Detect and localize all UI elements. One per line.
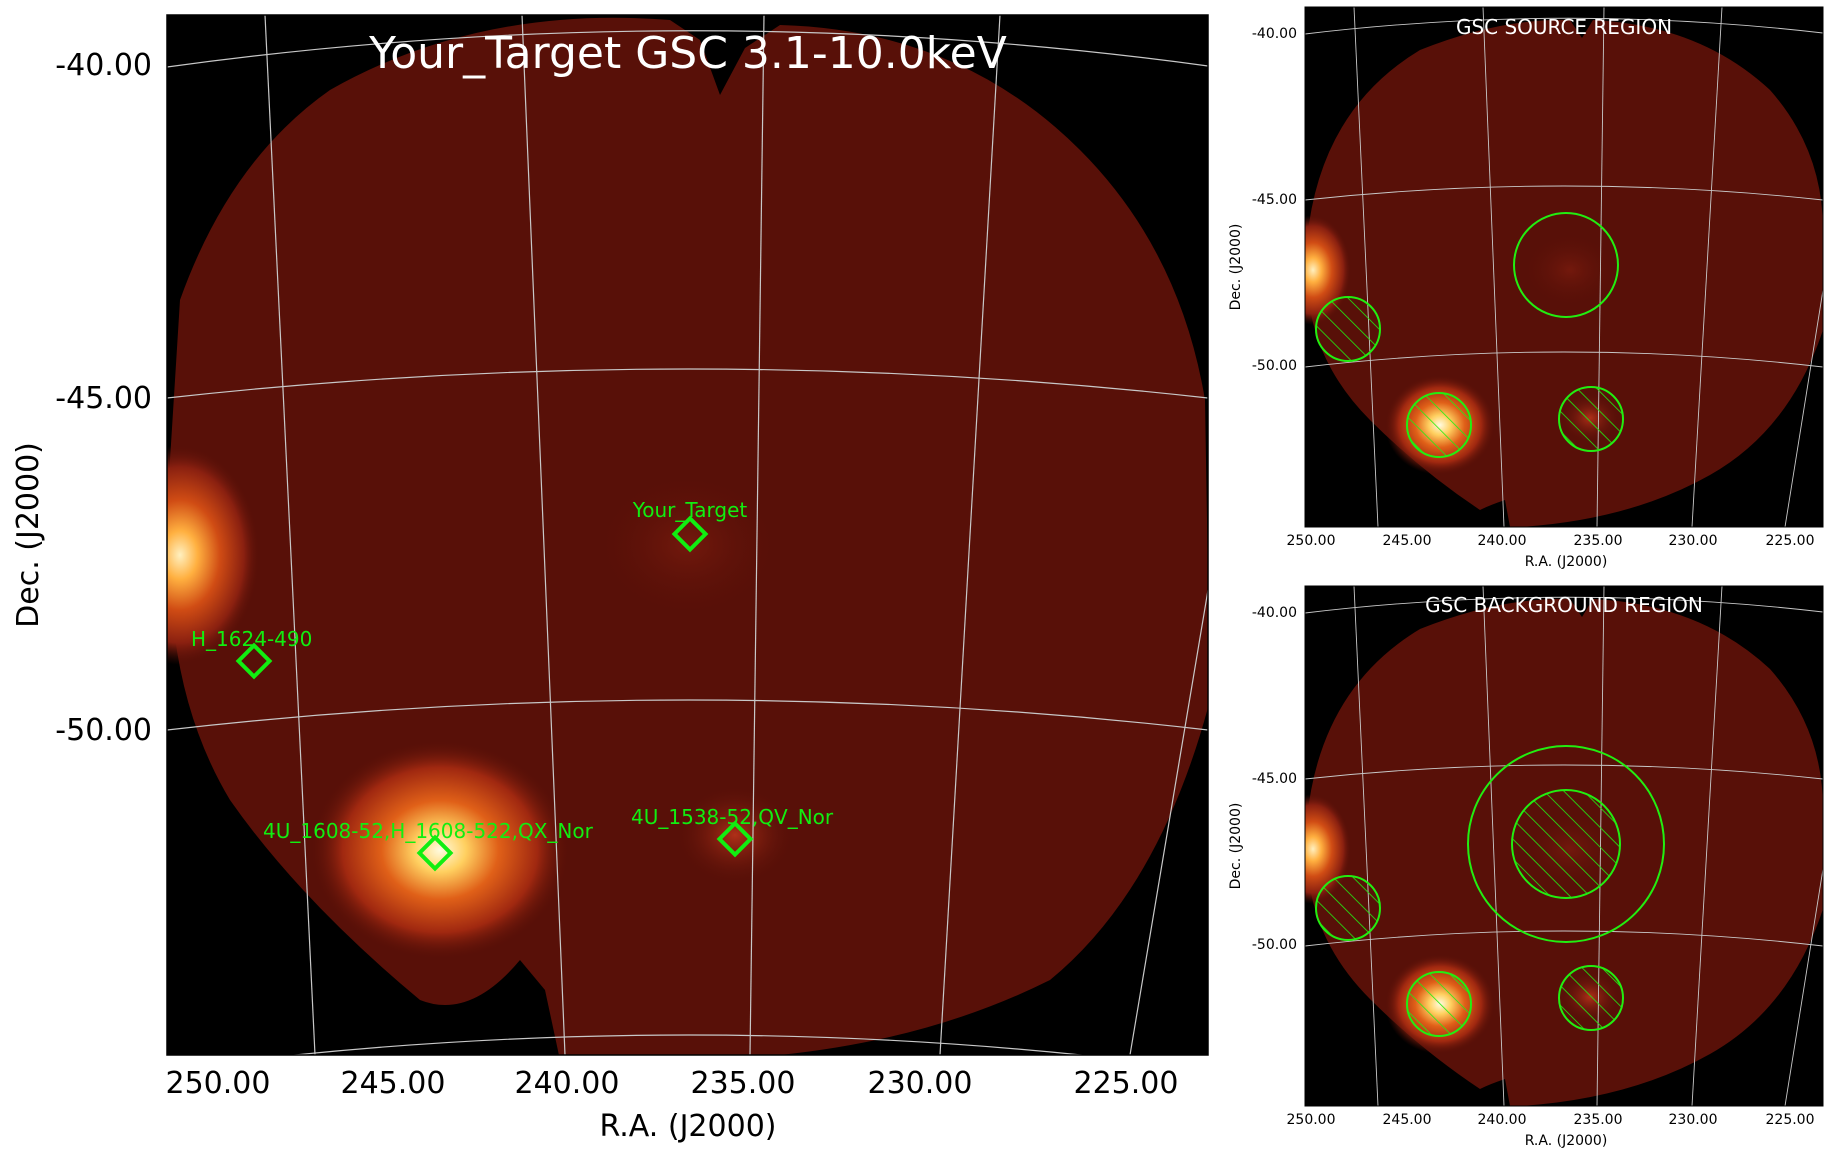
source-y-tick-3: -50.00 [1252,358,1297,374]
background-x-tick-4: 235.00 [1574,1112,1623,1128]
main-x-ticks: 250.00 245.00 240.00 235.00 230.00 225.0… [166,1066,1179,1101]
background-image [1305,586,1823,1106]
main-x-tick-4: 235.00 [691,1066,796,1101]
main-image: Your_Target H_1624-490 4U_1608-52,H_1608… [167,15,1208,1055]
main-x-tick-5: 230.00 [868,1066,973,1101]
source-y-label: Dec. (J2000) [1228,224,1244,311]
main-y-tick-1: -40.00 [55,48,152,83]
background-x-tick-2: 245.00 [1383,1112,1432,1128]
main-title: Your_Target GSC 3.1-10.0keV [368,28,1007,79]
source-x-tick-3: 240.00 [1478,533,1527,549]
bkg-excluded-region-4u1538 [1558,965,1624,1031]
source-x-tick-1: 250.00 [1287,533,1336,549]
main-panel: Your_Target H_1624-490 4U_1608-52,H_1608… [11,14,1209,1144]
bkg-excluded-region-4u1608 [1406,971,1472,1037]
background-annulus-outer [1467,745,1665,943]
source-x-tick-4: 235.00 [1574,533,1623,549]
source-x-tick-2: 245.00 [1383,533,1432,549]
background-x-tick-6: 225.00 [1766,1112,1815,1128]
main-x-tick-6: 225.00 [1074,1066,1179,1101]
main-y-ticks: -40.00 -45.00 -50.00 [55,48,152,748]
background-regions [1315,745,1665,1037]
main-x-tick-3: 240.00 [515,1066,620,1101]
background-y-tick-2: -45.00 [1252,771,1297,787]
background-region-panel: GSC BACKGROUND REGION -40.00 -45.00 -50.… [1228,585,1824,1149]
source-panel-title: GSC SOURCE REGION [1456,15,1672,39]
source-image [1305,7,1823,527]
source-x-tick-6: 225.00 [1766,533,1815,549]
bkg-excluded-region-h1624 [1315,875,1381,941]
background-panel-title: GSC BACKGROUND REGION [1425,593,1703,617]
source-blob-4u1538 [675,785,795,885]
background-y-label: Dec. (J2000) [1228,803,1244,890]
marker-4u1538 [716,820,754,858]
coordinate-grid [167,15,1208,1055]
source-y-tick-1: -40.00 [1252,26,1297,42]
source-markers [235,515,754,872]
source-blob-h1624 [167,445,260,665]
background-x-tick-3: 240.00 [1478,1112,1527,1128]
main-y-tick-3: -50.00 [55,713,152,748]
main-x-tick-2: 245.00 [341,1066,446,1101]
label-4u1538: 4U_1538-52,QV_Nor [631,805,834,829]
label-your-target: Your_Target [632,498,748,522]
source-x-label: R.A. (J2000) [1525,554,1608,570]
label-4u1608: 4U_1608-52,H_1608-522,QX_Nor [263,819,594,843]
main-y-label: Dec. (J2000) [11,442,46,628]
source-region-circle [1513,212,1619,318]
marker-your-target [671,515,709,553]
excluded-region-h1624 [1315,296,1381,362]
main-y-tick-2: -45.00 [55,381,152,416]
background-x-label: R.A. (J2000) [1525,1133,1608,1149]
background-y-tick-1: -40.00 [1252,605,1297,621]
main-x-label: R.A. (J2000) [600,1109,777,1144]
source-regions [1315,212,1624,458]
label-h1624: H_1624-490 [191,627,312,651]
main-x-tick-1: 250.00 [166,1066,271,1101]
source-x-tick-5: 230.00 [1669,533,1718,549]
background-annulus-inner [1511,789,1621,899]
excluded-region-4u1538 [1558,386,1624,452]
marker-h1624 [235,642,273,680]
source-region-panel: GSC SOURCE REGION -40.00 -45.00 -50.00 2… [1228,6,1824,570]
marker-4u1608 [416,834,454,872]
background-x-tick-1: 250.00 [1287,1112,1336,1128]
source-y-tick-2: -45.00 [1252,192,1297,208]
excluded-region-4u1608 [1406,392,1472,458]
background-y-tick-3: -50.00 [1252,937,1297,953]
source-blob-4u1608 [310,740,570,960]
background-x-tick-5: 230.00 [1669,1112,1718,1128]
